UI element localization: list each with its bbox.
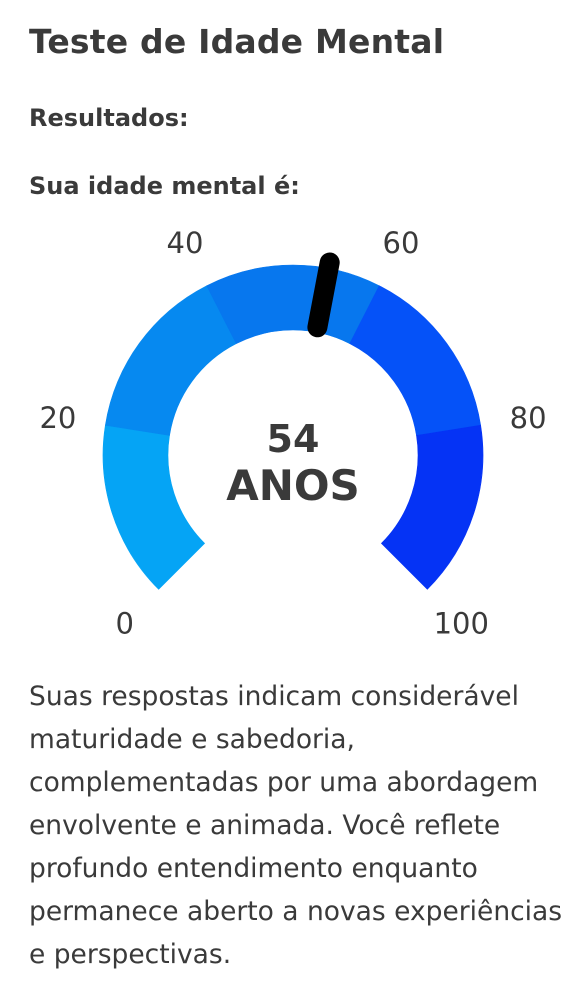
gauge-band-80-100 [380,424,484,590]
gauge-tick-label-0: 0 [115,606,133,640]
gauge-unit: ANOS [226,461,360,510]
gauge-value: 54 [267,417,320,461]
gauge-bands [102,264,484,590]
page-title: Teste de Idade Mental [29,22,445,61]
results-label: Resultados: [29,104,189,132]
gauge-tick-label-20: 20 [39,401,76,435]
gauge-tick-label-40: 40 [167,230,204,260]
gauge-needle [307,252,340,338]
gauge-band-20-40 [104,285,237,436]
gauge-band-0-20 [102,424,206,590]
gauge-tick-label-60: 60 [383,230,420,260]
gauge-tick-labels: 0 20 40 60 80 100 [39,230,546,640]
age-gauge: 0 20 40 60 80 100 54 ANOS [0,230,577,650]
gauge-band-40-60 [206,264,380,345]
result-description: Suas respostas indicam considerável matu… [29,681,563,970]
mental-age-heading: Sua idade mental é: [29,172,300,200]
gauge-tick-label-80: 80 [510,401,547,435]
gauge-tick-label-100: 100 [434,606,489,640]
gauge-band-60-80 [349,285,482,436]
age-gauge-chart: 0 20 40 60 80 100 54 ANOS [39,230,546,640]
